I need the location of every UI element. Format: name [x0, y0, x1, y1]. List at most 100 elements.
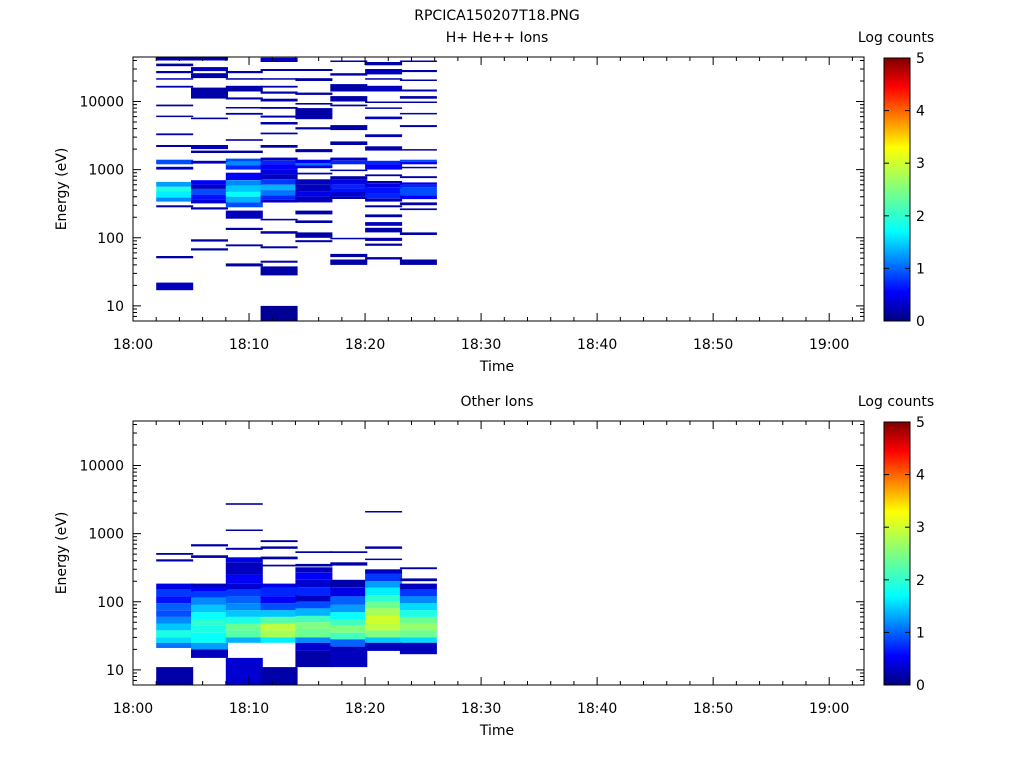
heatmap-cell — [156, 596, 194, 604]
heatmap-cell — [399, 166, 437, 169]
colorbar-tick-label: 2 — [916, 209, 925, 225]
heatmap-cell — [330, 587, 368, 597]
heatmap-cell — [295, 192, 333, 197]
heatmap-cell — [295, 637, 333, 643]
heatmap-cell — [156, 133, 194, 136]
x-tick-label: 18:30 — [461, 701, 501, 717]
colorbar-tick-label: 5 — [916, 415, 925, 431]
heatmap-cell — [225, 71, 263, 74]
heatmap-cell — [330, 169, 368, 172]
x-tick-label: 18:00 — [113, 701, 153, 717]
colorbar-gradient — [883, 421, 911, 686]
heatmap-cell — [260, 231, 298, 234]
heatmap-cell — [399, 149, 437, 151]
heatmap-cell — [260, 246, 298, 249]
heatmap-cell — [365, 573, 403, 582]
heatmap-cell — [156, 205, 194, 208]
heatmap-cell — [330, 632, 368, 640]
heatmap-cell — [365, 601, 403, 609]
heatmap-cell — [191, 91, 228, 99]
heatmap-cell — [225, 589, 263, 597]
heatmap-cell — [295, 149, 333, 153]
heatmap-cell — [365, 116, 403, 120]
heatmap-cell — [156, 197, 194, 202]
plot-frame — [132, 56, 865, 322]
colorbar: Log counts 0 1 2 3 4 5 — [858, 30, 934, 330]
heatmap-cell — [260, 145, 298, 148]
heatmap-cell — [399, 603, 437, 611]
heatmap-cell — [365, 69, 403, 75]
heatmap-cell — [260, 57, 298, 62]
heatmap-cell — [260, 616, 298, 624]
heatmap-cell — [295, 579, 333, 588]
y-tick-label: 10000 — [79, 459, 124, 475]
heatmap-cell — [225, 637, 263, 643]
heatmap-cell — [260, 107, 298, 109]
heatmap-cell — [330, 176, 368, 180]
heatmap-cell — [399, 176, 437, 179]
heatmap-cell — [191, 649, 228, 658]
heatmap-cell — [191, 67, 228, 72]
heatmap-cell — [260, 603, 298, 611]
heatmap-cell — [365, 587, 403, 596]
heatmap-cell — [191, 184, 228, 189]
heatmap-cell — [156, 191, 194, 198]
heatmap-cell — [295, 628, 333, 638]
heatmap-cell — [225, 657, 263, 685]
heatmap-cell — [365, 62, 403, 66]
heatmap-cell — [330, 237, 368, 240]
heatmap-cell — [225, 583, 263, 590]
heatmap-cell — [330, 259, 368, 265]
heatmap-cell — [156, 589, 194, 597]
heatmap-cell — [156, 637, 194, 643]
heatmap-cells — [156, 57, 437, 321]
heatmap-cell — [156, 559, 194, 562]
heatmap-cell — [399, 596, 437, 604]
heatmap-cell — [295, 601, 333, 609]
heatmap-cell — [225, 192, 263, 197]
heatmap-cell — [260, 78, 298, 80]
heatmap-cell — [399, 184, 437, 188]
heatmap-cell — [225, 202, 263, 208]
heatmap-cell — [156, 623, 194, 631]
y-tick-label: 10 — [106, 663, 124, 679]
heatmap-cell — [399, 70, 437, 73]
heatmap-cell — [295, 210, 333, 215]
heatmap-cell — [191, 207, 228, 210]
heatmap-cell — [295, 650, 333, 668]
heatmap-cell — [191, 604, 228, 613]
x-axis-label: Time — [479, 359, 514, 375]
heatmap-cell — [365, 642, 403, 651]
heatmap-cell — [260, 587, 298, 597]
heatmap-cell — [156, 667, 194, 685]
heatmap-cell — [330, 596, 368, 605]
heatmap-cell — [330, 562, 368, 566]
heatmap-cell — [191, 591, 228, 598]
heatmap-cell — [225, 158, 263, 162]
heatmap-cell — [225, 97, 263, 100]
heatmap-cell — [295, 196, 333, 203]
heatmap-cell — [260, 157, 298, 161]
colorbar-tick-label: 2 — [916, 573, 925, 589]
colorbar-ticks: 0 1 2 3 4 5 — [884, 51, 925, 330]
heatmap-cell — [225, 623, 263, 631]
heatmap-cell — [365, 623, 403, 631]
heatmap-cell — [365, 101, 403, 103]
heatmap-cell — [225, 596, 263, 604]
colorbar-label: Log counts — [858, 30, 934, 46]
heatmap-cell — [191, 73, 228, 79]
heatmap-cell — [295, 69, 333, 71]
heatmap-cell — [191, 597, 228, 605]
heatmap-cell — [330, 192, 368, 197]
colorbar-tick-label: 0 — [916, 678, 925, 694]
heatmap-cell — [365, 134, 403, 138]
heatmap-cell — [191, 199, 228, 204]
x-axis-label: Time — [479, 723, 514, 739]
heatmap-cell — [399, 89, 437, 92]
heatmap-cell — [330, 160, 368, 165]
x-tick-label: 18:40 — [577, 337, 617, 353]
y-tick-label: 1000 — [88, 527, 124, 543]
heatmap-cell — [365, 608, 403, 616]
colorbar-tick-label: 1 — [916, 261, 925, 277]
y-tick-label: 10000 — [79, 95, 124, 111]
